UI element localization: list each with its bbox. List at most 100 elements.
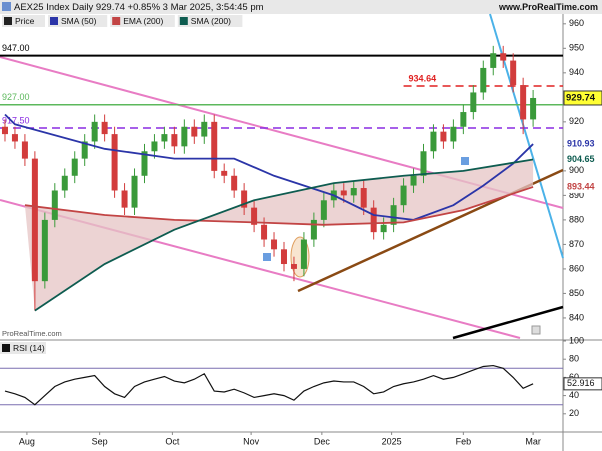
candle-body: [11, 134, 18, 142]
candle-body: [430, 131, 437, 152]
candle-body: [251, 207, 258, 225]
legend-box: [177, 15, 243, 27]
candle-body: [221, 170, 228, 176]
event-icon: [263, 253, 271, 261]
candle-body: [81, 141, 88, 159]
candle-body: [500, 53, 507, 61]
candle-body: [191, 126, 198, 137]
legend-box: [110, 15, 175, 27]
candle-body: [520, 85, 527, 120]
candle-body: [141, 151, 148, 176]
price-tag: 929.74: [566, 92, 596, 103]
candle-body: [290, 264, 297, 269]
ma-line: [4, 113, 534, 221]
value-tag: 910.93: [567, 138, 595, 148]
level-label: 934.64: [409, 73, 437, 83]
legend-box: [2, 15, 45, 27]
candle-body: [380, 224, 387, 233]
watermark: ProRealTime.com: [2, 329, 62, 338]
candle-body: [280, 249, 287, 265]
value-tag-box: [564, 180, 602, 193]
candle-body: [460, 112, 467, 127]
candle-body: [121, 190, 128, 208]
support-line: [452, 305, 564, 340]
ma-line: [34, 158, 534, 312]
candle-body: [131, 175, 138, 208]
ma-line: [24, 186, 534, 226]
legend-swatch: [112, 17, 121, 25]
candle-body: [101, 121, 108, 135]
legend-label: SMA (200): [191, 16, 231, 26]
candle-body: [370, 207, 377, 233]
candle-body: [420, 151, 427, 176]
price-tag-box: [563, 90, 602, 106]
y-tick-label: 900: [569, 165, 584, 175]
legend-label: Price: [15, 16, 35, 26]
rsi-tick-label: 40: [569, 390, 579, 400]
candle-body: [320, 200, 327, 220]
level-label-box: [0, 42, 36, 54]
x-tick-label: Oct: [165, 436, 180, 446]
candle-body: [510, 60, 517, 86]
x-tick-label: Feb: [456, 436, 472, 446]
candle-body: [241, 190, 248, 208]
y-tick-label: 960: [569, 18, 584, 28]
candle-body: [231, 175, 238, 191]
candle-body: [111, 134, 118, 191]
candle-body: [21, 141, 28, 159]
rsi-tick-label: 100: [569, 335, 584, 345]
legend-swatch: [2, 344, 10, 352]
y-tick-label: 850: [569, 288, 584, 298]
rsi-line: [4, 364, 534, 406]
candle-body: [1, 126, 8, 135]
candle-body: [161, 134, 168, 142]
candle-body: [340, 190, 347, 196]
y-tick-label: 950: [569, 43, 584, 53]
ema-fill: [24, 159, 534, 311]
value-tag: 893.44: [567, 181, 595, 191]
rsi-tick-label: 20: [569, 408, 579, 418]
candle-body: [470, 92, 477, 113]
app-icon: [2, 2, 11, 11]
candle-body: [71, 158, 78, 176]
candle-body: [490, 53, 497, 68]
candle-body: [31, 158, 38, 282]
x-tick-label: Sep: [92, 436, 108, 446]
candle-body: [440, 131, 447, 142]
candle-body: [450, 126, 457, 142]
y-tick-label: 870: [569, 239, 584, 249]
header-bar: [0, 0, 602, 14]
candle-body: [400, 185, 407, 206]
candle-body: [41, 219, 48, 282]
rsi-tick-label: 80: [569, 354, 579, 364]
candle-body: [201, 121, 208, 137]
x-tick-label: Aug: [19, 436, 35, 446]
rsi-tag: 52.916: [567, 378, 595, 388]
candle-body: [350, 188, 357, 196]
legend-label: EMA (200): [123, 16, 163, 26]
value-tag-box: [564, 153, 602, 166]
candle-body: [390, 205, 397, 225]
y-tick-label: 880: [569, 214, 584, 224]
candle-body: [181, 126, 188, 147]
x-tick-label: Dec: [314, 436, 331, 446]
legend-box: [0, 342, 46, 354]
candle-body: [61, 175, 68, 191]
y-tick-label: 940: [569, 67, 584, 77]
y-tick-label: 840: [569, 312, 584, 322]
candle-body: [480, 67, 487, 93]
legend-swatch: [179, 17, 188, 25]
downtrend-line: [489, 13, 564, 259]
level-label: 917.50: [2, 115, 30, 125]
x-tick-label: Mar: [525, 436, 541, 446]
candle-body: [300, 239, 307, 269]
value-tag: 904.65: [567, 154, 595, 164]
legend-label: SMA (50): [61, 16, 97, 26]
legend-box: [48, 15, 108, 27]
y-tick-label: 920: [569, 116, 584, 126]
legend-swatch: [4, 17, 12, 25]
event-icon: [531, 325, 541, 335]
value-tag-box: [564, 138, 602, 151]
y-tick-label: 890: [569, 190, 584, 200]
